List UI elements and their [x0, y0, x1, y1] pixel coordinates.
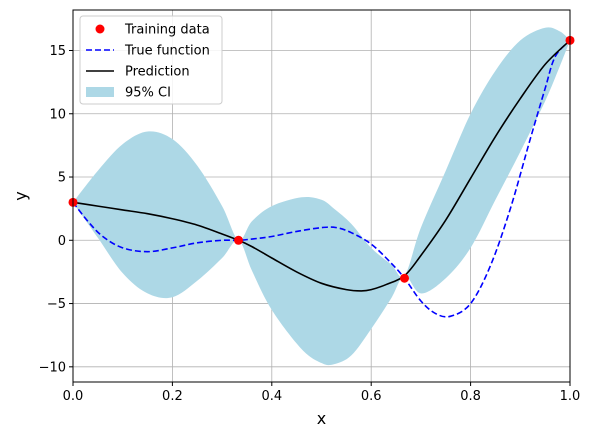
- legend-label-ci: 95% CI: [125, 86, 171, 101]
- legend-label-prediction: Prediction: [125, 65, 190, 80]
- axis-ticks: 0.0 0.2 0.4 0.6 0.8 1.0 −10 −5 0 5 10 15: [39, 44, 581, 404]
- legend-box: [79, 15, 223, 105]
- y-tick-label-4: 10: [49, 107, 66, 122]
- legend-label-true: True function: [124, 44, 210, 59]
- training-data-points: [68, 35, 575, 283]
- confidence-interval-band: [73, 27, 570, 366]
- plot-area-frame: [72, 9, 571, 383]
- ci-band: [73, 27, 570, 366]
- x-axis-title: x: [317, 409, 326, 428]
- true-function-line: [72, 39, 571, 318]
- training-point-1: [234, 235, 244, 245]
- x-tick-label-5: 1.0: [560, 389, 581, 404]
- y-axis-title: y: [11, 191, 30, 200]
- true-function-series: [72, 39, 571, 318]
- legend-label-training: Training data: [124, 23, 210, 38]
- x-tick-label-4: 0.8: [460, 389, 481, 404]
- prediction-series: [72, 39, 571, 292]
- y-tick-label-1: −5: [47, 297, 66, 312]
- y-tick-label-5: 15: [49, 44, 66, 59]
- x-tick-label-3: 0.6: [361, 389, 382, 404]
- y-tick-label-2: 0: [58, 234, 66, 249]
- x-tick-label-1: 0.2: [162, 389, 183, 404]
- legend-marker-ci: [86, 87, 114, 97]
- y-tick-label-0: −10: [39, 360, 66, 375]
- prediction-line: [72, 39, 571, 292]
- x-tick-label-2: 0.4: [261, 389, 282, 404]
- training-point-2: [399, 273, 409, 283]
- x-tick-label-0: 0.0: [63, 389, 84, 404]
- y-tick-label-3: 5: [58, 171, 66, 186]
- legend: Training data True function Prediction 95% …: [79, 15, 223, 105]
- legend-marker-training: [95, 24, 105, 34]
